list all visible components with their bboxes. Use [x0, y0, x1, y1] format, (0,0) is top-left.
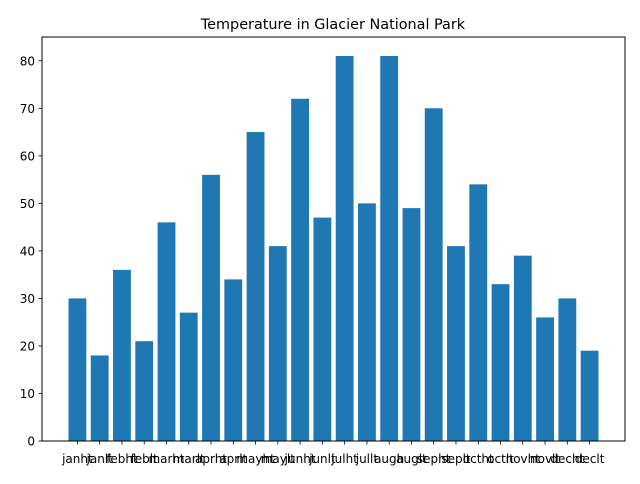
x-tick-label-marht: marht	[148, 452, 184, 466]
x-tick-label-auglt: auglt	[396, 452, 427, 466]
y-tick-label: 30	[20, 292, 35, 306]
y-tick-label: 20	[20, 339, 35, 353]
x-tick-label-janlt: janlt	[86, 452, 114, 466]
bar-decht	[558, 298, 577, 441]
x-tick-label-octlt: octlt	[487, 452, 514, 466]
x-tick-label-aprlt: aprlt	[219, 452, 247, 466]
y-axis: 0 10 20 30 40 50 60 70 80	[20, 54, 42, 449]
x-tick-label-febht: febht	[106, 452, 138, 466]
bar-febht	[113, 269, 131, 441]
bar-auglt	[402, 208, 421, 441]
x-tick-label-seplt: seplt	[441, 452, 471, 466]
bar-junlt	[313, 217, 332, 441]
bar-seplt	[447, 246, 465, 441]
bar-mayht	[246, 132, 265, 441]
bar-janlt	[90, 355, 109, 441]
bar-julht	[335, 56, 354, 441]
x-tick-label-janht: janht	[61, 452, 93, 466]
bar-janht	[68, 298, 87, 441]
y-tick-label: 10	[20, 387, 35, 401]
x-tick-label-junlt: junlt	[308, 452, 336, 466]
bar-maylt	[268, 246, 287, 441]
x-axis: janhtjanltfebhtfebltmarhtmarltaprhtaprlt…	[61, 441, 605, 466]
x-tick-label-decht: decht	[550, 452, 584, 466]
x-tick-label-feblt: feblt	[131, 452, 159, 466]
x-tick-label-jullt: jullt	[355, 452, 379, 466]
y-tick-label: 40	[20, 244, 35, 258]
x-tick-label-mayht: mayht	[236, 452, 275, 466]
plot-frame	[41, 36, 626, 442]
x-tick-label-sepht: sepht	[417, 452, 451, 466]
bar-marlt	[179, 312, 198, 441]
bar-novht	[513, 255, 532, 441]
x-tick-label-octht: octht	[463, 452, 494, 466]
y-tick-label: 80	[20, 54, 35, 68]
x-tick-label-declt: declt	[575, 452, 605, 466]
x-tick-label-novht: novht	[506, 452, 541, 466]
x-tick-label-augh: augh	[374, 452, 404, 466]
bar-jullt	[358, 203, 376, 441]
bar-augh	[380, 56, 399, 441]
y-tick-label: 50	[20, 197, 35, 211]
bar-junht	[291, 98, 310, 441]
bar-feblt	[135, 341, 154, 441]
bar-aprlt	[224, 279, 243, 441]
bars-layer	[68, 56, 599, 441]
bar-declt	[580, 350, 599, 441]
bar-octlt	[491, 284, 510, 441]
y-tick-label: 0	[27, 435, 35, 449]
x-tick-label-junht: junht	[284, 452, 316, 466]
bar-marht	[157, 222, 176, 441]
chart-title: Temperature in Glacier National Park	[200, 17, 466, 33]
y-tick-label: 70	[20, 102, 35, 116]
x-tick-label-maylt: maylt	[261, 452, 295, 466]
bar-sepht	[424, 108, 443, 441]
bar-aprht	[202, 174, 220, 441]
x-tick-label-novlt: novlt	[530, 452, 560, 466]
bar-octht	[469, 184, 488, 441]
bar-novlt	[536, 317, 554, 441]
x-tick-label-aprht: aprht	[195, 452, 227, 466]
x-tick-label-julht: julht	[330, 452, 358, 466]
x-tick-label-marlt: marlt	[173, 452, 205, 466]
y-tick-label: 60	[20, 149, 35, 163]
